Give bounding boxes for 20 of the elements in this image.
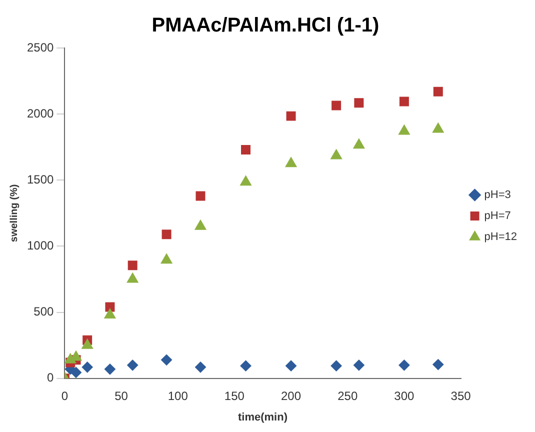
x-tick-label: 50 <box>114 388 128 403</box>
legend-label: pH=3 <box>484 189 511 202</box>
x-tick-label: 150 <box>224 388 245 403</box>
y-tick-label: 2500 <box>26 40 54 54</box>
x-tick-label: 0 <box>61 388 68 403</box>
x-tick-label: 250 <box>338 388 358 403</box>
y-tick-label: 1000 <box>26 238 54 253</box>
x-axis-title: time(min) <box>238 411 288 424</box>
x-tick-label: 350 <box>450 388 472 403</box>
legend-label: pH=12 <box>484 231 518 244</box>
chart-title: PMAAc/PAlAm.HCl (1-1) <box>152 14 380 37</box>
y-axis-title: swelling (%) <box>8 184 20 242</box>
y-tick-label: 500 <box>34 304 54 319</box>
x-tick-label: 300 <box>394 388 415 403</box>
x-tick-label: 100 <box>168 388 188 403</box>
y-tick-label: 0 <box>47 370 54 385</box>
y-tick-label: 1500 <box>26 172 54 186</box>
x-tick-label: 200 <box>281 388 302 403</box>
y-tick-label: 2000 <box>26 106 54 120</box>
legend-label: pH=7 <box>484 210 511 222</box>
